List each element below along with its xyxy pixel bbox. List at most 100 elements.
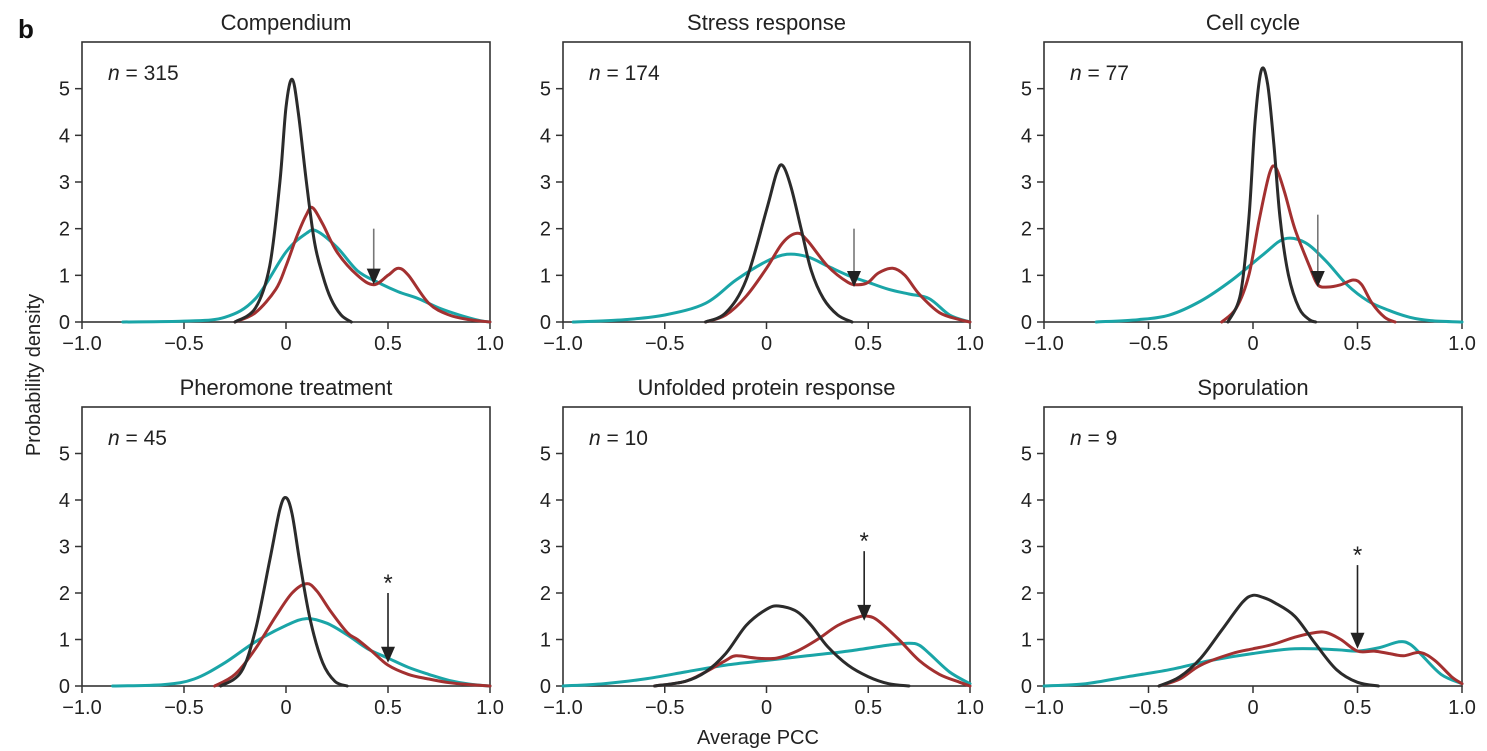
y-tick-label: 0: [59, 676, 70, 698]
x-tick-label: −0.5: [164, 697, 203, 719]
arrow-head: [857, 604, 872, 621]
series-line-red: [233, 205, 492, 324]
y-tick-label: 1: [540, 630, 551, 652]
y-tick-label: 4: [1021, 490, 1032, 512]
y-tick-label: 2: [1021, 583, 1032, 605]
x-axis-title: Average PCC: [697, 727, 819, 749]
y-tick-label: 0: [1021, 312, 1032, 334]
sample-size-label: n = 77: [1070, 62, 1129, 85]
x-tick-label: 1.0: [1448, 697, 1476, 719]
y-tick-label: 3: [540, 537, 551, 559]
chart-panel: Cell cycle n = 77 −1.0 −0.5 0 0.5 1.0 0 1 2 3 4 5: [1021, 10, 1476, 355]
y-tick-label: 0: [540, 312, 551, 334]
arrow-head: [381, 646, 395, 663]
y-tick-label: 4: [540, 490, 551, 512]
series-line-teal: [571, 252, 972, 324]
x-tick-label: −1.0: [543, 333, 582, 355]
x-tick-label: 0.5: [374, 697, 402, 719]
series-line-black: [704, 163, 854, 324]
x-tick-label: 0: [761, 697, 772, 719]
chart-panel: Unfolded protein response n = 10 −1.0 −0.5 0…: [540, 375, 984, 719]
series-line-red: [704, 231, 972, 324]
series-line-teal: [561, 641, 972, 688]
y-tick-label: 5: [540, 444, 551, 466]
x-tick-label: 0: [1247, 333, 1258, 355]
significance-asterisk: *: [1353, 542, 1362, 569]
series-line-teal: [111, 617, 492, 688]
x-tick-label: 0.5: [854, 333, 882, 355]
series-line-black: [1226, 66, 1318, 324]
y-tick-label: 4: [59, 490, 70, 512]
arrow-head: [1310, 271, 1325, 287]
y-tick-label: 2: [59, 219, 70, 241]
arrow-head: [1350, 632, 1365, 649]
x-tick-label: 1.0: [476, 333, 504, 355]
x-tick-label: −1.0: [1024, 697, 1063, 719]
y-tick-label: 3: [1021, 537, 1032, 559]
x-tick-label: 0: [761, 333, 772, 355]
panel-title: Pheromone treatment: [180, 375, 393, 400]
y-tick-label: 2: [540, 219, 551, 241]
x-tick-label: −0.5: [645, 697, 684, 719]
y-tick-label: 3: [1021, 172, 1032, 194]
x-tick-label: 0.5: [1344, 697, 1372, 719]
series-line-red: [1157, 630, 1464, 688]
y-tick-label: 4: [1021, 125, 1032, 147]
y-tick-label: 5: [1021, 444, 1032, 466]
series-line-red: [1220, 164, 1397, 324]
y-tick-label: 5: [1021, 79, 1032, 101]
panel-title: Cell cycle: [1206, 10, 1300, 35]
y-tick-label: 5: [540, 79, 551, 101]
y-tick-label: 1: [1021, 265, 1032, 287]
x-tick-label: −1.0: [1024, 333, 1063, 355]
y-tick-label: 0: [540, 676, 551, 698]
series-line-teal: [1042, 640, 1464, 688]
panel-title: Compendium: [221, 10, 352, 35]
series-line-black: [653, 604, 911, 688]
x-tick-label: 0.5: [854, 697, 882, 719]
series-line-black: [233, 77, 353, 324]
chart-panel: Pheromone treatment n = 45 −1.0 −0.5 0 0.5 1.0…: [59, 375, 504, 719]
panel-title: Sporulation: [1197, 375, 1308, 400]
panel-title: Stress response: [687, 10, 846, 35]
sample-size-label: n = 10: [589, 427, 648, 450]
y-tick-label: 1: [59, 630, 70, 652]
significance-asterisk: *: [383, 570, 392, 597]
x-tick-label: 0: [280, 697, 291, 719]
x-tick-label: 0: [1247, 697, 1258, 719]
x-tick-label: −1.0: [543, 697, 582, 719]
series-line-teal: [1094, 236, 1464, 324]
x-tick-label: 1.0: [956, 333, 984, 355]
series-line-red: [213, 582, 492, 688]
series-line-red: [653, 614, 972, 688]
y-tick-label: 2: [59, 583, 70, 605]
panel-letter: b: [18, 14, 34, 44]
x-tick-label: 0.5: [374, 333, 402, 355]
x-tick-label: −1.0: [62, 333, 101, 355]
arrow-head: [847, 271, 862, 287]
sample-size-label: n = 315: [108, 62, 179, 85]
y-tick-label: 3: [540, 172, 551, 194]
chart-panels: Compendium n = 315 −1.0 −0.5 0 0.5 1.0 0 1 2 3 4 5 St…: [59, 10, 1476, 719]
y-tick-label: 3: [59, 537, 70, 559]
series-line-black: [219, 496, 349, 688]
chart-panel: Compendium n = 315 −1.0 −0.5 0 0.5 1.0 0 1 2 3 4 5: [59, 10, 504, 355]
y-tick-label: 0: [1021, 676, 1032, 698]
x-tick-label: 1.0: [1448, 333, 1476, 355]
series-line-black: [1157, 593, 1380, 688]
chart-panel: Stress response n = 174 −1.0 −0.5 0 0.5 1.0 0 1 2…: [540, 10, 984, 355]
x-tick-label: −0.5: [645, 333, 684, 355]
y-tick-label: 5: [59, 79, 70, 101]
y-tick-label: 5: [59, 444, 70, 466]
x-tick-label: −0.5: [164, 333, 203, 355]
y-tick-label: 2: [540, 583, 551, 605]
arrow-head: [366, 268, 381, 285]
significance-asterisk: *: [860, 528, 869, 555]
x-tick-label: 1.0: [956, 697, 984, 719]
x-tick-label: −0.5: [1129, 697, 1168, 719]
x-tick-label: 1.0: [476, 697, 504, 719]
x-tick-label: −1.0: [62, 697, 101, 719]
y-tick-label: 2: [1021, 219, 1032, 241]
sample-size-label: n = 9: [1070, 427, 1117, 450]
sample-size-label: n = 45: [108, 427, 167, 450]
